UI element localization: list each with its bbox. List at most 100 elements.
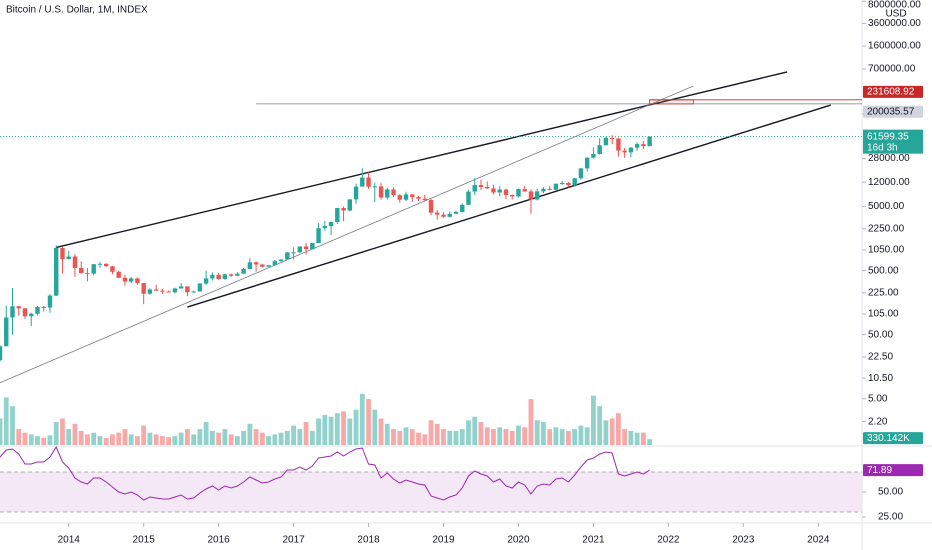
x-tick-label: 2017 (282, 535, 305, 546)
volume-bar (366, 399, 371, 445)
volume-bar (584, 427, 590, 445)
candle-body (178, 286, 184, 289)
candle-body (103, 263, 109, 267)
rsi-label: 71.89 (867, 465, 892, 476)
volume-bar (509, 430, 515, 445)
volume-bar (203, 422, 209, 445)
candle-body (328, 221, 334, 227)
candle-body (66, 256, 71, 260)
volume-bar (191, 434, 197, 445)
volume-bar (459, 429, 465, 445)
last-price-label: 61599.35 (867, 131, 909, 142)
volume-bar (391, 429, 396, 445)
volume-bar (597, 406, 603, 445)
candle-body (116, 271, 121, 278)
volume-bar (72, 423, 78, 445)
candle-body (235, 273, 240, 276)
volume-bar (478, 422, 484, 445)
candle-body (91, 264, 96, 274)
candle-body (41, 307, 46, 309)
hline-label-box (863, 85, 923, 98)
candle-body (397, 195, 402, 200)
y-tick-label: 28000.00 (868, 153, 910, 164)
candle-body (341, 208, 346, 211)
volume-bar (272, 434, 278, 445)
candle-body (285, 252, 290, 260)
volume-bar (110, 434, 115, 445)
candle-body (435, 212, 440, 215)
candle-body (547, 188, 552, 190)
candle-body (516, 189, 521, 197)
hline-label: 200035.57 (867, 106, 915, 117)
candle-body (297, 246, 303, 253)
candle-body (141, 283, 146, 294)
y-tick-label: 500.00 (868, 265, 899, 276)
candle-body (647, 136, 652, 147)
volume-bar (541, 422, 546, 445)
candle-body (622, 150, 627, 153)
candle-body (72, 256, 78, 268)
volume-bar (253, 429, 259, 445)
volume-bar (172, 436, 178, 445)
volume-bar (403, 427, 409, 445)
candle-body (491, 188, 496, 193)
volume-bar (522, 427, 528, 445)
volume-bar (35, 436, 40, 445)
volume-bar (503, 429, 509, 445)
y-tick-label: 2250.00 (868, 223, 905, 234)
y-tick-label: 1600000.00 (868, 41, 921, 52)
volume-bar (453, 430, 459, 445)
volume-bar (416, 432, 421, 445)
candle-body (210, 274, 215, 279)
volume-bar (266, 436, 271, 445)
candle-body (147, 289, 153, 294)
volume-bar (297, 429, 303, 445)
candle-body (160, 290, 165, 292)
volume-bar (184, 429, 190, 445)
volume-bar (153, 434, 159, 445)
candle-body (260, 264, 265, 267)
volume-bar (91, 432, 97, 445)
volume-bar (116, 432, 122, 445)
candle-body (110, 266, 115, 272)
candle-body (641, 144, 646, 147)
x-tick-label: 2023 (732, 535, 755, 546)
candle-body (4, 317, 9, 347)
candle-body (572, 178, 577, 186)
candle-body (634, 144, 640, 148)
volume-bar (547, 429, 553, 445)
y-tick-label: 225.00 (868, 287, 899, 298)
candle-body (428, 200, 434, 213)
volume-label-box (863, 432, 923, 445)
volume-bar (447, 430, 453, 445)
x-tick-label: 2021 (582, 535, 605, 546)
candle-body (522, 189, 527, 192)
candle-body (0, 346, 3, 361)
volume-bar (640, 432, 646, 445)
countdown-label: 16d 3h (867, 142, 898, 153)
volume-bar (178, 432, 184, 445)
candle-body (497, 189, 502, 193)
volume-bar (334, 413, 340, 445)
volume-bar (434, 423, 440, 445)
candle-body (503, 189, 509, 196)
x-tick-label: 2016 (207, 535, 230, 546)
y-tick-label: 1050.00 (868, 245, 905, 256)
volume-bar (609, 418, 615, 445)
candle-body (528, 191, 534, 200)
x-tick-label: 2019 (432, 535, 455, 546)
candle-body (385, 189, 390, 198)
candle-body (278, 259, 284, 262)
volume-bar (228, 434, 234, 445)
candle-body (603, 137, 609, 146)
candle-body (122, 277, 128, 282)
volume-bar (53, 422, 59, 445)
candle-body (35, 307, 40, 314)
volume-bar (615, 413, 621, 445)
volume-bar (97, 436, 103, 445)
candle-body (185, 286, 190, 293)
x-tick-label: 2022 (657, 535, 680, 546)
candle-body (616, 138, 621, 151)
volume-bar (160, 436, 165, 445)
